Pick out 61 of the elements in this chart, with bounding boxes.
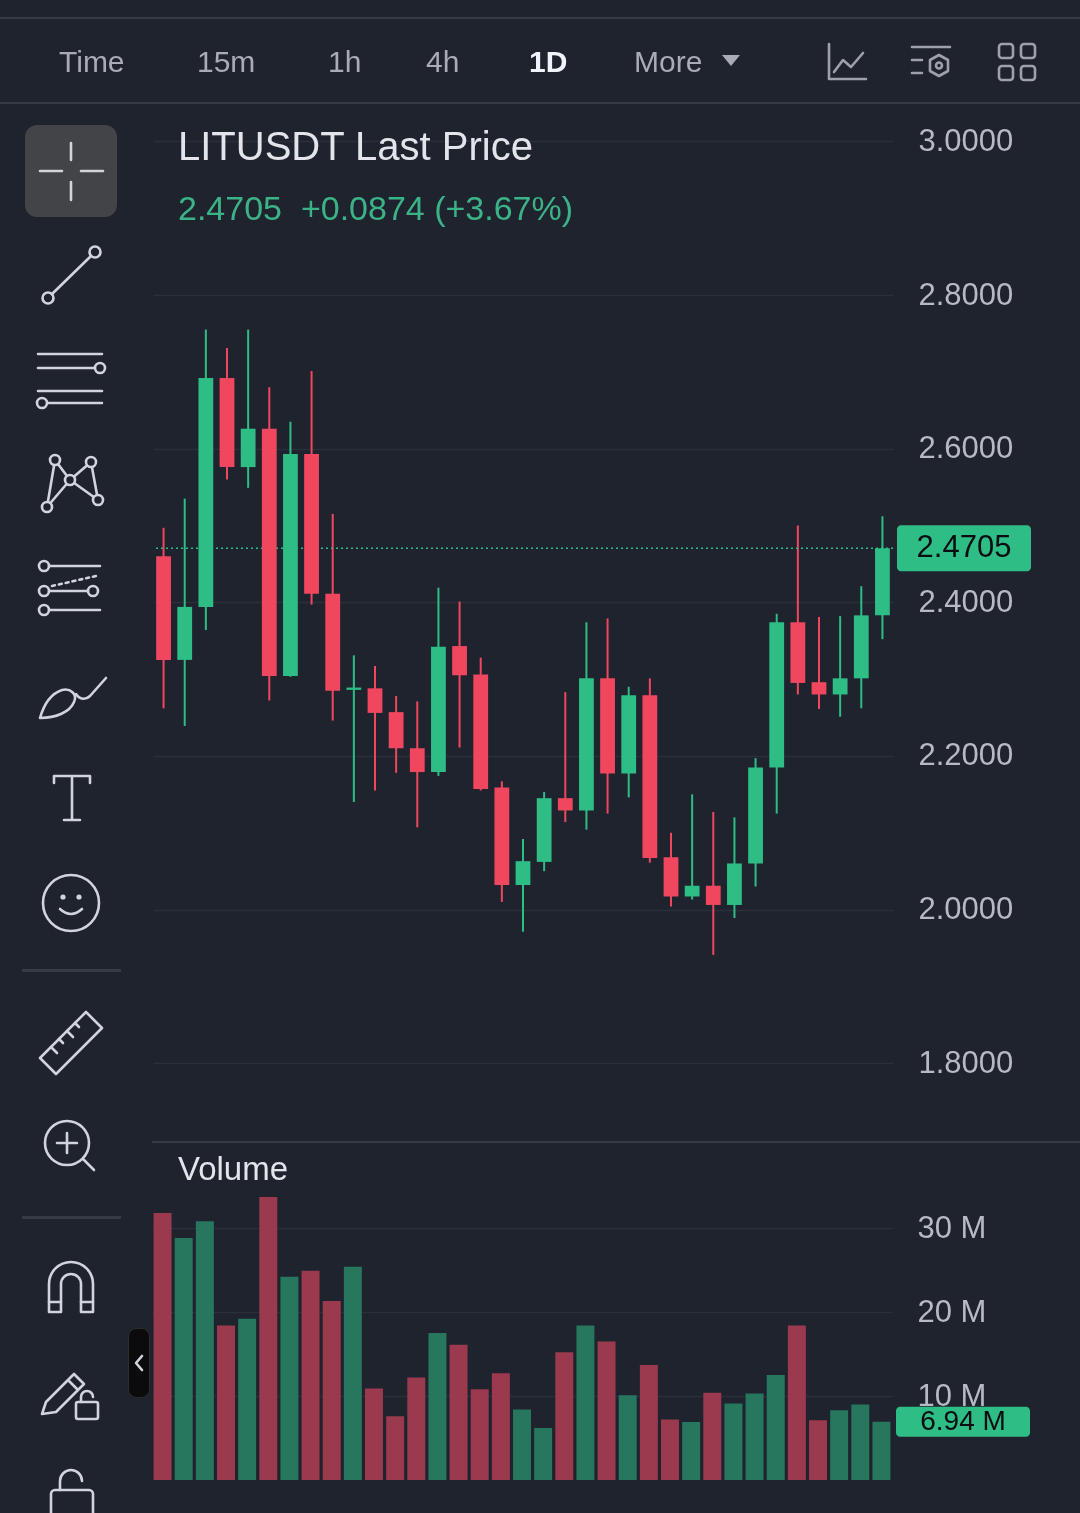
text: 1D — [529, 45, 568, 79]
chart-title: Volume — [178, 1150, 289, 1188]
text: Time — [59, 45, 125, 79]
y-tick-label: 2.4000 — [918, 583, 1014, 619]
y-tick-label: 30 M — [917, 1209, 987, 1245]
bar — [745, 1393, 764, 1480]
bar — [407, 1377, 426, 1480]
bar — [301, 1270, 320, 1480]
bar — [851, 1404, 870, 1480]
bar — [597, 1341, 616, 1480]
bar — [449, 1344, 468, 1480]
bar — [365, 1388, 383, 1480]
bar — [428, 1333, 447, 1480]
candlestick — [515, 837, 531, 933]
bar — [513, 1409, 531, 1480]
y-tick-label: 2.8000 — [918, 276, 1014, 312]
bar — [555, 1352, 574, 1480]
candlestick — [832, 615, 848, 718]
text: LITUSDT Last Price — [178, 123, 533, 169]
bar — [195, 1221, 214, 1480]
bar — [682, 1422, 701, 1480]
y-tick-label: 1.8000 — [918, 1044, 1014, 1080]
bar — [618, 1395, 637, 1480]
candlestick — [684, 793, 700, 901]
bar — [174, 1238, 193, 1480]
text: 2.4705 +0.0874 (+3.67%) — [178, 189, 574, 228]
text: More — [634, 45, 703, 79]
bar — [830, 1410, 849, 1480]
bar — [576, 1325, 595, 1480]
y-tick-label: 2.2000 — [918, 737, 1014, 773]
ref-line-label: 2.4705 — [916, 529, 1012, 565]
bar — [491, 1373, 510, 1480]
bar — [809, 1420, 827, 1480]
bar — [343, 1266, 362, 1480]
bar — [872, 1421, 891, 1480]
y-tick-label: 3.0000 — [918, 122, 1014, 158]
bar — [153, 1212, 172, 1480]
candlestick — [705, 811, 721, 956]
y-tick-label: 2.6000 — [918, 430, 1014, 466]
text: 15m — [197, 45, 256, 79]
candlestick — [409, 700, 425, 829]
bar — [724, 1403, 743, 1480]
bar — [217, 1325, 235, 1480]
y-tick-label: 2.0000 — [918, 891, 1014, 927]
bar — [766, 1375, 785, 1480]
bar — [259, 1196, 278, 1480]
bar — [280, 1276, 299, 1480]
bar — [787, 1325, 806, 1480]
y-tick-label: 20 M — [917, 1293, 987, 1329]
bar — [661, 1419, 679, 1480]
bar — [534, 1427, 553, 1480]
bar — [386, 1416, 405, 1480]
bar — [639, 1364, 658, 1480]
candlestick — [557, 691, 573, 823]
bar — [703, 1392, 722, 1480]
candlestick — [811, 615, 827, 711]
bar — [470, 1389, 489, 1480]
bar — [322, 1301, 341, 1480]
bar — [238, 1318, 257, 1480]
text: 1h — [328, 45, 362, 79]
text: 4h — [426, 45, 460, 79]
